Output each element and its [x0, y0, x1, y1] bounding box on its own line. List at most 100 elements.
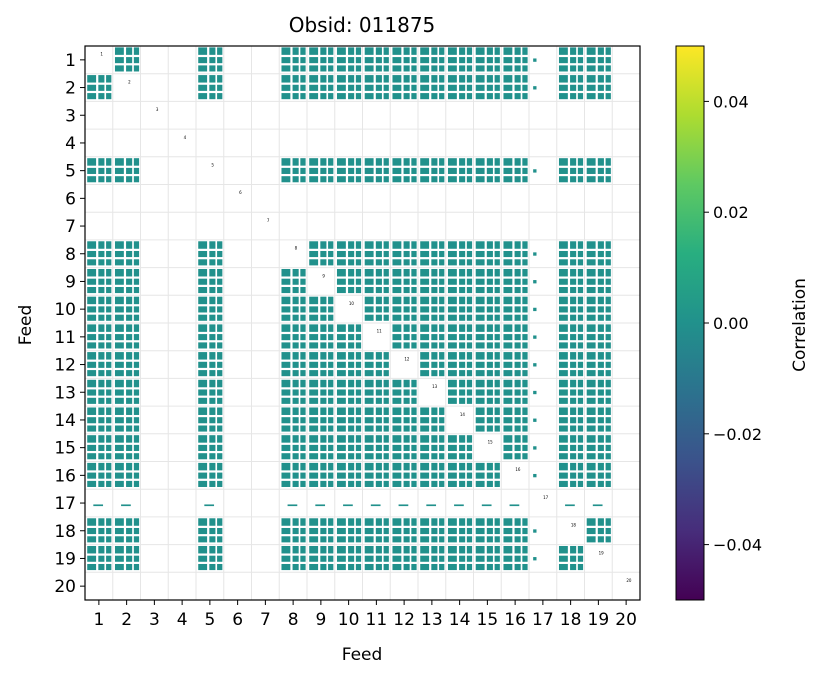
- heatmap-cell: [558, 176, 568, 183]
- heatmap-cell: [570, 379, 577, 388]
- heatmap-cell: [309, 84, 319, 91]
- heatmap-cell: [466, 306, 473, 313]
- heatmap-cell: [383, 286, 389, 294]
- heatmap-cell: [133, 259, 140, 266]
- heatmap-cell: [198, 480, 208, 487]
- y-tick-label: 5: [65, 162, 76, 182]
- heatmap-cell: [420, 278, 430, 285]
- heatmap-cell: [494, 334, 500, 341]
- y-tick-label: 10: [54, 300, 76, 320]
- heatmap-cell: [209, 527, 216, 535]
- diagonal-label: 2: [128, 79, 131, 84]
- heatmap-cell: [475, 93, 485, 100]
- heatmap-cell: [439, 250, 445, 258]
- heatmap-cell: [514, 93, 521, 100]
- heatmap-cell: [114, 342, 124, 349]
- heatmap-cell: [439, 241, 445, 249]
- heatmap-cell: [486, 167, 493, 174]
- heatmap-cell: [375, 563, 382, 571]
- heatmap-cell: [503, 379, 513, 388]
- heatmap-cell: [364, 296, 374, 305]
- heatmap-cell: [309, 324, 319, 332]
- heatmap-cell: [514, 324, 521, 332]
- heatmap-cell: [494, 286, 500, 294]
- heatmap-cell: [392, 334, 402, 341]
- heatmap-cell: [364, 278, 374, 285]
- heatmap-cell: [586, 47, 596, 55]
- heatmap-cell: [411, 435, 417, 443]
- heatmap-cell: [328, 47, 334, 55]
- heatmap-cell: [375, 407, 382, 415]
- heatmap-cell: [475, 555, 485, 562]
- heatmap-cell: [292, 563, 299, 571]
- heatmap-cell: [87, 435, 97, 443]
- heatmap-cell: [328, 306, 334, 313]
- heatmap-cell: [87, 563, 97, 571]
- heatmap-cell: [320, 250, 327, 258]
- heatmap-cell: [605, 462, 611, 471]
- heatmap-cell: [514, 268, 521, 277]
- heatmap-cell: [364, 176, 374, 183]
- heatmap-cell: [420, 75, 430, 83]
- heatmap-cell: [439, 472, 445, 479]
- heatmap-cell: [466, 75, 473, 83]
- heatmap-cell: [133, 361, 140, 368]
- diagonal-label: 1: [100, 52, 103, 57]
- heatmap-cell: [133, 176, 140, 183]
- heatmap-cell: [522, 47, 528, 55]
- heatmap-cell: [126, 527, 133, 535]
- heatmap-cell: [447, 453, 457, 460]
- heatmap-cell: [570, 453, 577, 460]
- heatmap-cell: [447, 397, 457, 404]
- heatmap-cell: [126, 379, 133, 388]
- heatmap-cell: [320, 435, 327, 443]
- heatmap-cell: [87, 379, 97, 388]
- heatmap-cell: [114, 57, 124, 64]
- heatmap-cell: [217, 268, 223, 277]
- heatmap-cell: [392, 47, 402, 55]
- heatmap-cell: [98, 75, 105, 83]
- heatmap-cell: [514, 417, 521, 424]
- heatmap-cell: [420, 555, 430, 562]
- heatmap-cell: [348, 462, 355, 471]
- heatmap-cell: [522, 453, 528, 460]
- heatmap-cell: [281, 462, 291, 471]
- heatmap-cell: [466, 536, 473, 543]
- heatmap-cell: [217, 453, 223, 460]
- heatmap-cell: [522, 555, 528, 562]
- heatmap-cell: [336, 176, 346, 183]
- heatmap-cell: [475, 518, 485, 526]
- heatmap-cell: [355, 176, 362, 183]
- heatmap-cell: [503, 93, 513, 100]
- heatmap-cell: [320, 555, 327, 562]
- heatmap-cell: [597, 334, 604, 341]
- heatmap-cell: [114, 563, 124, 571]
- heatmap-cell: [411, 268, 417, 277]
- heatmap-cell: [439, 314, 445, 321]
- heatmap-cell: [133, 472, 140, 479]
- heatmap-cell: [348, 65, 355, 72]
- heatmap-cell: [133, 397, 140, 404]
- heatmap-cell: [133, 453, 140, 460]
- heatmap-cell: [364, 167, 374, 174]
- heatmap-cell: [217, 75, 223, 83]
- heatmap-cell: [439, 417, 445, 424]
- heatmap-cell: [411, 278, 417, 285]
- heatmap-cell: [375, 296, 382, 305]
- heatmap-cell: [570, 555, 577, 562]
- heatmap-cell: [605, 259, 611, 266]
- heatmap-cell: [439, 462, 445, 471]
- heatmap-cell: [126, 536, 133, 543]
- heatmap-cell: [403, 397, 410, 404]
- heatmap-cell: [209, 417, 216, 424]
- heatmap-cell: [403, 306, 410, 313]
- heatmap-cell: [87, 342, 97, 349]
- heatmap-cell: [392, 462, 402, 471]
- heatmap-cell: [420, 84, 430, 91]
- heatmap-cell: [98, 278, 105, 285]
- heatmap-cell: [114, 472, 124, 479]
- heatmap-cell: [392, 324, 402, 332]
- heatmap-cell: [106, 342, 112, 349]
- heatmap-cell: [392, 435, 402, 443]
- heatmap-cell: [605, 527, 611, 535]
